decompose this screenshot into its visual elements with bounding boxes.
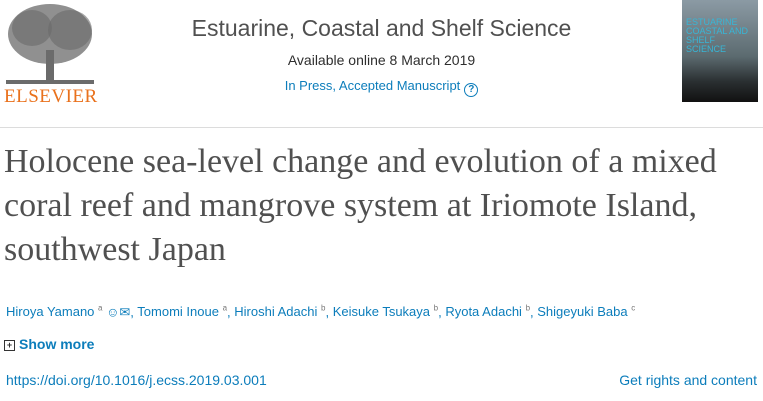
doi-link[interactable]: https://doi.org/10.1016/j.ecss.2019.03.0… bbox=[6, 372, 267, 388]
plus-box-icon: + bbox=[4, 340, 15, 351]
author-link[interactable]: Ryota Adachi b bbox=[445, 304, 531, 320]
rights-link[interactable]: Get rights and content bbox=[619, 372, 757, 388]
available-date: Available online 8 March 2019 bbox=[287, 52, 476, 68]
journal-title[interactable]: Estuarine, Coastal and Shelf Science bbox=[191, 15, 572, 41]
article-title: Holocene sea-level change and evolution … bbox=[4, 143, 717, 268]
author-link[interactable]: Keisuke Tsukaya b bbox=[332, 304, 439, 320]
publisher-name: ELSEVIER bbox=[4, 86, 98, 107]
author-link[interactable]: Hiroya Yamano a bbox=[6, 304, 103, 320]
divider bbox=[0, 127, 763, 128]
author-link[interactable]: Tomomi Inoue a bbox=[137, 304, 228, 320]
cover-title: ESTUARINE COASTAL AND SHELF SCIENCE bbox=[686, 17, 749, 54]
journal-cover[interactable]: ESTUARINE COASTAL AND SHELF SCIENCE bbox=[682, 0, 758, 102]
author-link[interactable]: Hiroshi Adachi b bbox=[234, 304, 326, 320]
envelope-icon[interactable]: ✉ bbox=[119, 304, 131, 320]
elsevier-tree-logo[interactable] bbox=[2, 0, 98, 106]
author-list: Hiroya Yamano a ☺✉, Tomomi Inoue a, Hiro… bbox=[6, 304, 636, 320]
article-status: In Press, Accepted Manuscript? bbox=[0, 78, 763, 97]
show-more-button[interactable]: + Show more bbox=[4, 336, 94, 352]
status-text: In Press, Accepted Manuscript bbox=[284, 78, 461, 93]
person-icon[interactable]: ☺ bbox=[106, 304, 120, 320]
help-icon[interactable]: ? bbox=[464, 83, 479, 97]
author-link[interactable]: Shigeyuki Baba c bbox=[537, 304, 636, 320]
